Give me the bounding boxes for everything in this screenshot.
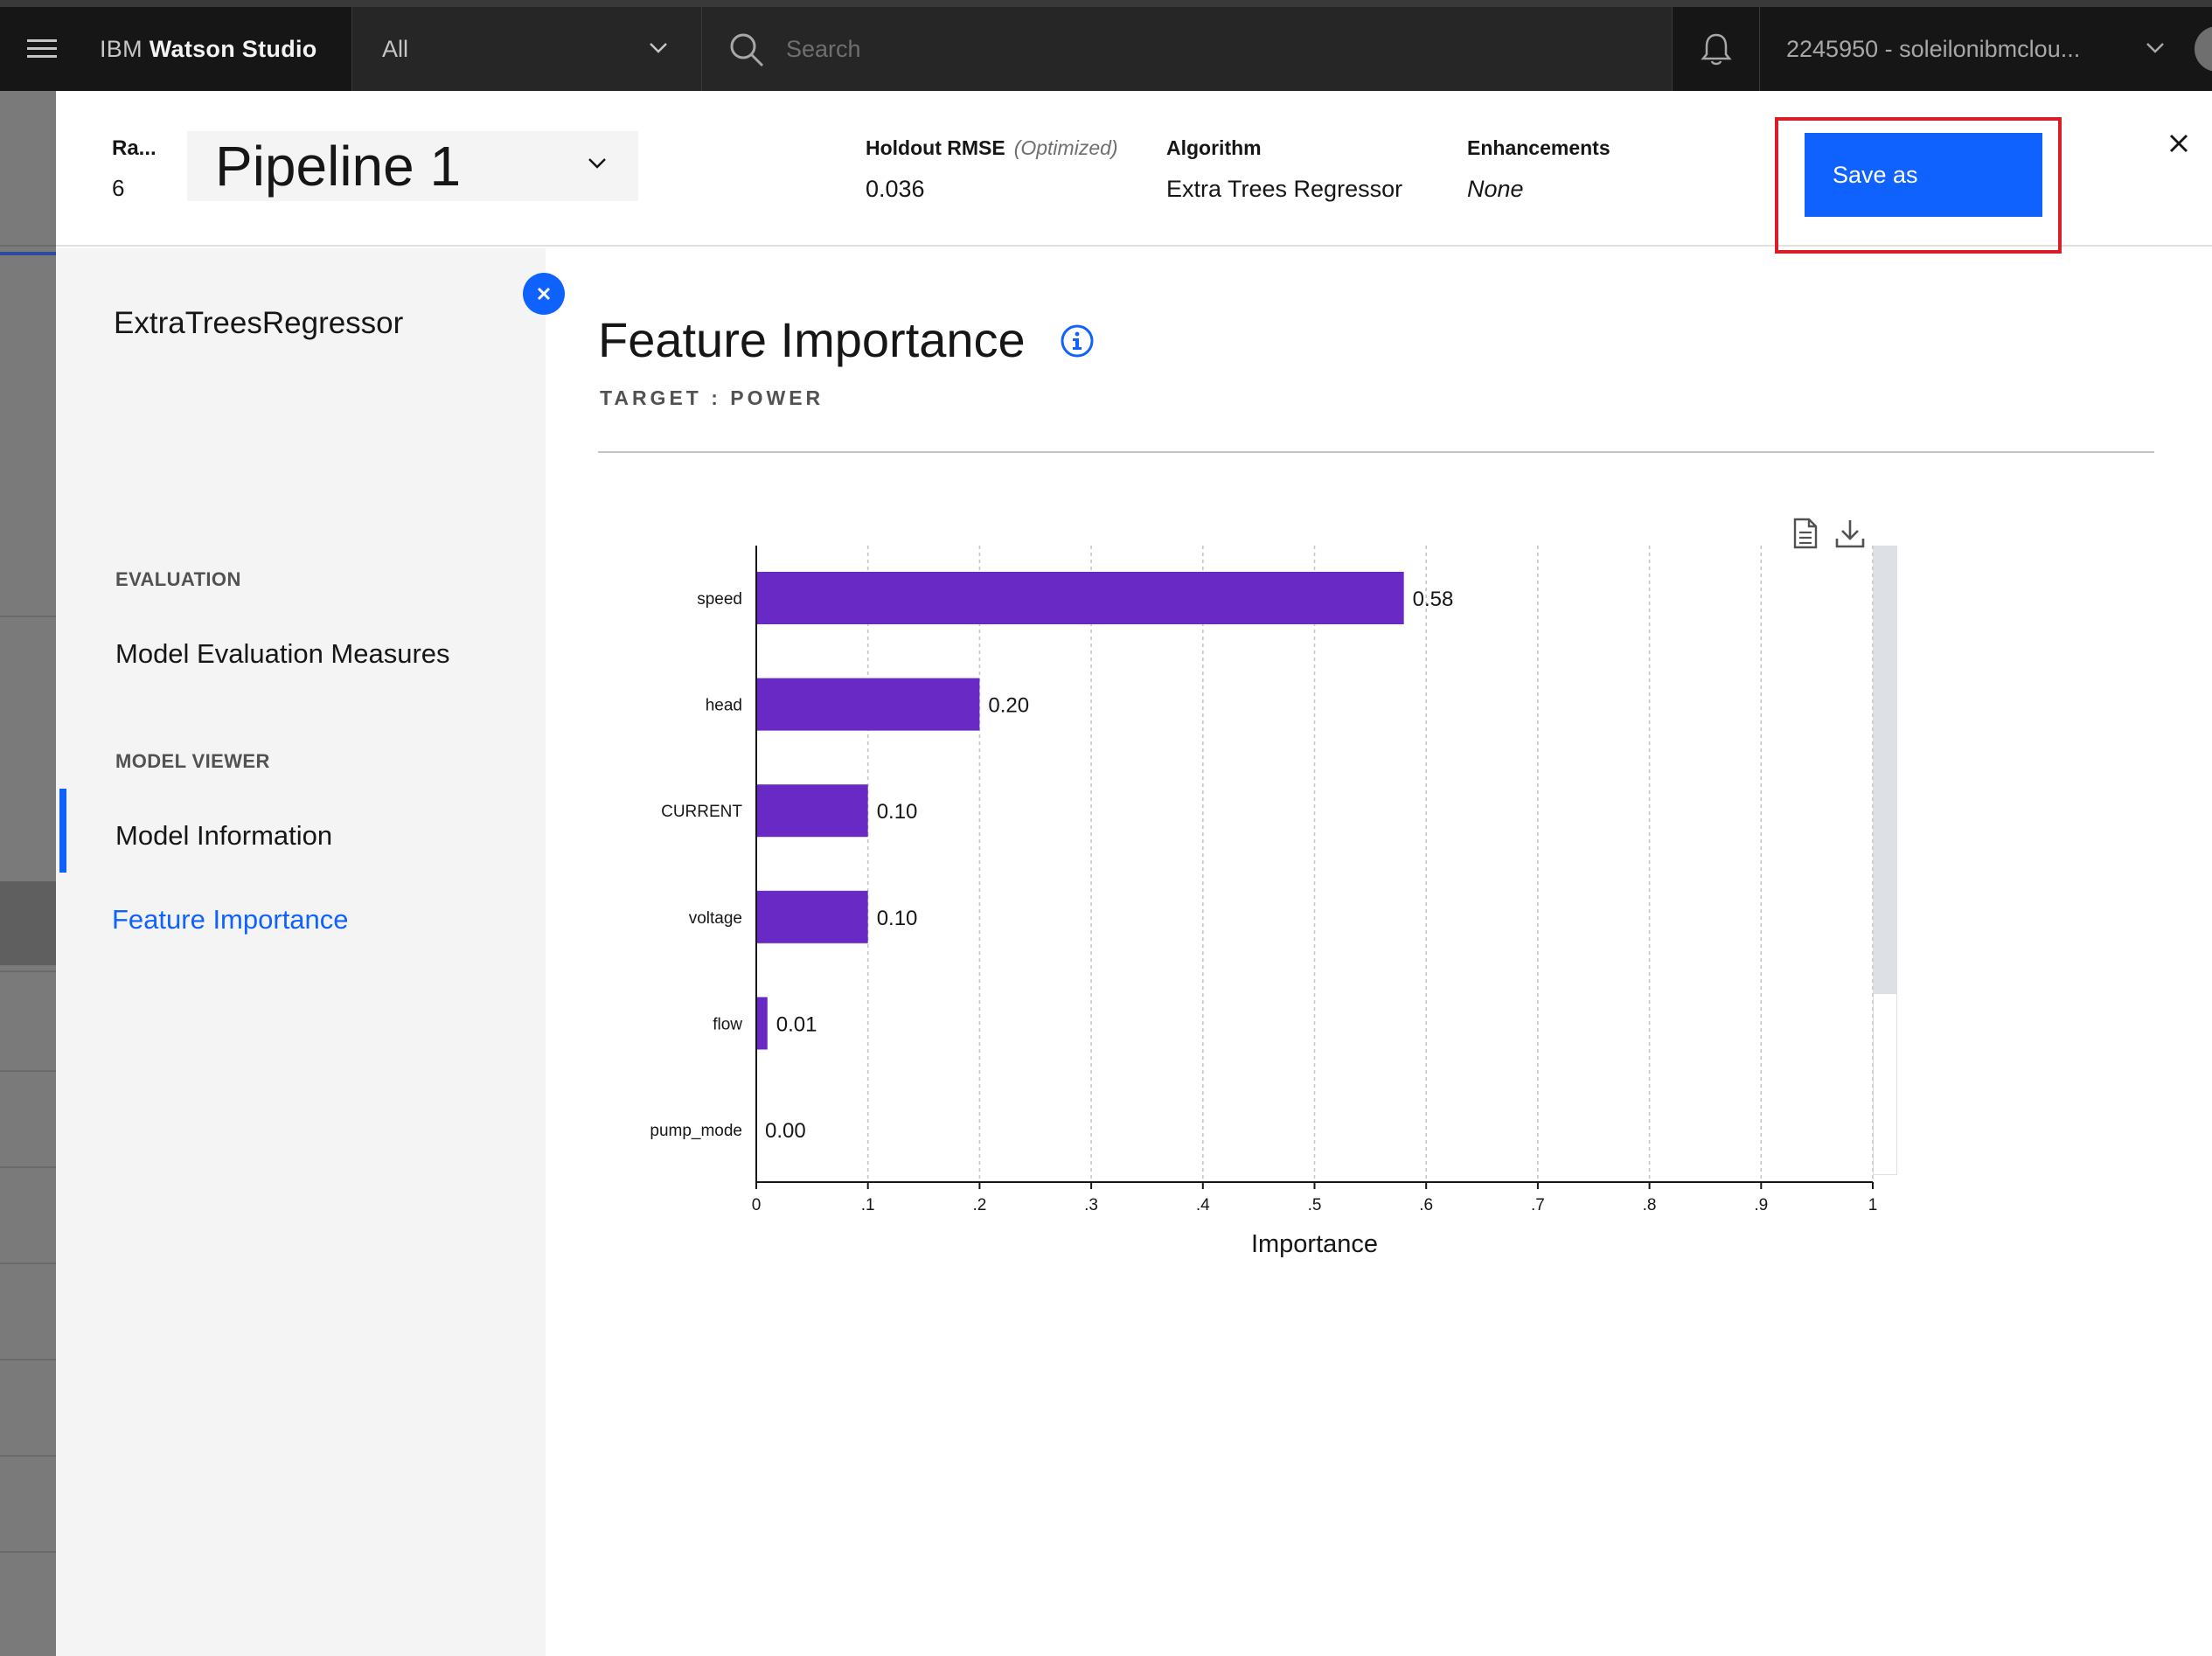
backdrop-selected-row [0, 881, 56, 965]
rank-label: Ra... [112, 136, 157, 160]
y-tick-label: CURRENT [661, 803, 742, 821]
nav-item-model-evaluation-measures[interactable]: Model Evaluation Measures [115, 638, 450, 669]
algorithm-summary: Algorithm Extra Trees Regressor [1166, 136, 1402, 203]
backdrop-divider [0, 971, 56, 972]
model-side-navigation: ExtraTreesRegressor EVALUATION Model Eva… [56, 248, 546, 1656]
model-name: ExtraTreesRegressor [114, 306, 404, 340]
pipeline-dropdown[interactable]: Pipeline 1 [187, 131, 638, 201]
view-data-table-icon[interactable] [1792, 518, 1819, 553]
backdrop-divider [0, 245, 56, 247]
chart-scrollbar-thumb[interactable] [1874, 546, 1896, 994]
bar-head [756, 678, 980, 731]
x-tick-label: .2 [972, 1196, 986, 1214]
close-modal-button[interactable] [2153, 117, 2205, 170]
avatar[interactable] [2195, 26, 2212, 72]
metric-note: (Optimized) [1013, 136, 1118, 159]
y-tick-label: voltage [689, 909, 742, 928]
scope-dropdown[interactable]: All [351, 7, 701, 91]
enhancements-summary: Enhancements None [1467, 136, 1610, 203]
hamburger-menu-icon[interactable] [0, 7, 84, 91]
backdrop-divider [0, 1166, 56, 1168]
section-evaluation: EVALUATION [115, 568, 241, 590]
x-tick-label: .9 [1754, 1196, 1768, 1214]
backdrop-divider [0, 1551, 56, 1553]
data-label: 0.20 [988, 694, 1029, 718]
bar-current [756, 784, 868, 838]
metric-value: 0.036 [866, 176, 925, 202]
bar-speed [756, 572, 1404, 624]
x-tick-label: .3 [1084, 1196, 1098, 1214]
backdrop-accent [0, 252, 56, 255]
x-tick-label: 1 [1868, 1196, 1878, 1214]
collapse-sidenav-button[interactable] [523, 273, 565, 315]
chevron-down-icon [588, 158, 606, 169]
data-label: 0.58 [1413, 588, 1454, 611]
info-icon[interactable] [1060, 324, 1095, 363]
backdrop-divider [0, 616, 56, 617]
close-icon [2170, 135, 2188, 152]
y-tick-label: flow [713, 1015, 742, 1033]
scope-dropdown-value: All [382, 36, 409, 62]
section-model-viewer: MODEL VIEWER [115, 750, 270, 772]
pipeline-details-modal: Ra... 6 Pipeline 1 Holdout RMSE (Optimize… [56, 91, 2212, 1656]
account-label: 2245950 - soleilonibmclou... [1786, 36, 2081, 62]
enhancements-value: None [1467, 176, 1524, 202]
save-as-button[interactable]: Save as [1805, 133, 2042, 217]
notifications-button[interactable] [1672, 7, 1759, 91]
search-icon [730, 33, 764, 67]
data-label: 0.10 [877, 907, 918, 930]
close-icon [537, 287, 551, 301]
y-tick-label: pump_mode [650, 1122, 742, 1140]
bell-icon [1700, 33, 1732, 66]
data-label: 0.10 [877, 800, 918, 824]
pipeline-dropdown-value: Pipeline 1 [215, 135, 462, 198]
download-icon[interactable] [1834, 518, 1866, 553]
x-tick-label: .4 [1196, 1196, 1210, 1214]
x-tick-label: .5 [1308, 1196, 1322, 1214]
data-label: 0.01 [776, 1012, 817, 1036]
search-bar [701, 7, 1672, 91]
title-divider [598, 451, 2154, 453]
chart-scrollbar[interactable] [1873, 546, 1897, 1175]
nav-item-feature-importance[interactable]: Feature Importance [112, 904, 349, 935]
algorithm-label: Algorithm [1166, 136, 1262, 159]
metric-summary: Holdout RMSE (Optimized) 0.036 [866, 136, 1118, 203]
x-axis-label: Importance [1251, 1230, 1378, 1258]
bar-flow [756, 997, 768, 1050]
algorithm-value: Extra Trees Regressor [1166, 176, 1403, 202]
enhancements-label: Enhancements [1467, 136, 1610, 159]
x-tick-label: .6 [1419, 1196, 1433, 1214]
product-name[interactable]: IBM Watson Studio [100, 7, 317, 91]
backdrop-divider [0, 1455, 56, 1457]
backdrop-divider [0, 1263, 56, 1264]
highlight-box [1775, 117, 2062, 254]
x-tick-label: .8 [1643, 1196, 1657, 1214]
modal-header: Ra... 6 Pipeline 1 Holdout RMSE (Optimize… [56, 91, 2212, 254]
target-label: TARGET : POWER [600, 386, 824, 409]
brand-name: Watson Studio [149, 36, 317, 62]
x-tick-label: .1 [861, 1196, 875, 1214]
chevron-down-icon [2146, 43, 2164, 53]
active-indicator [59, 789, 66, 873]
page-backdrop [0, 91, 56, 1656]
top-navigation-bar: IBM Watson Studio All 2245950 - soleilon… [0, 0, 2212, 91]
rank-value: 6 [112, 175, 125, 201]
nav-item-model-information[interactable]: Model Information [115, 820, 333, 851]
backdrop-divider [0, 1070, 56, 1072]
bar-voltage [756, 890, 868, 943]
brand-prefix: IBM [100, 36, 143, 62]
search-input[interactable] [786, 26, 1573, 72]
x-tick-label: .7 [1531, 1196, 1545, 1214]
metric-label: Holdout RMSE [866, 136, 1005, 159]
account-switcher[interactable]: 2245950 - soleilonibmclou... [1759, 7, 2188, 91]
data-label: 0.00 [765, 1119, 806, 1143]
x-tick-label: 0 [752, 1196, 762, 1214]
y-tick-label: head [706, 697, 742, 715]
y-tick-label: speed [697, 590, 742, 609]
page-title: Feature Importance [598, 312, 1026, 367]
backdrop-divider [0, 1359, 56, 1360]
chevron-down-icon [650, 43, 667, 53]
